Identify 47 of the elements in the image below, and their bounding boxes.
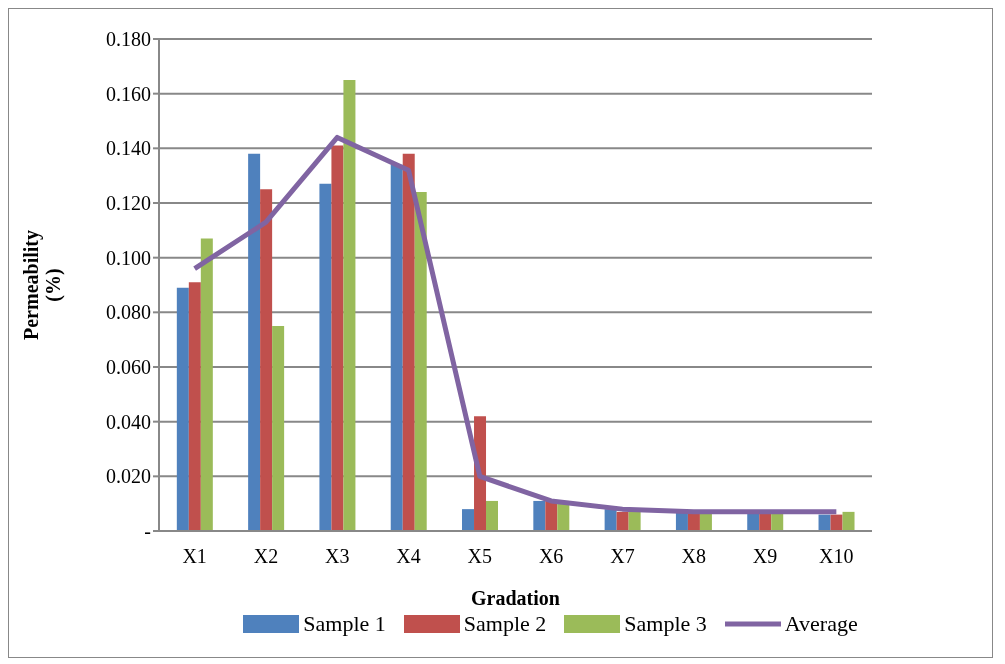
- y-tick-label: 0.120: [106, 192, 151, 215]
- bar: [628, 511, 641, 531]
- bar: [390, 164, 403, 531]
- bar: [272, 326, 285, 531]
- bar: [343, 80, 356, 531]
- legend-label: Average: [784, 611, 858, 637]
- y-tick-label: 0.100: [106, 246, 151, 269]
- bar: [616, 511, 629, 531]
- bar: [842, 511, 855, 531]
- x-tick-label: X10: [819, 545, 854, 568]
- bar: [818, 514, 831, 531]
- bar: [200, 238, 213, 531]
- legend-label: Sample 1: [303, 611, 386, 637]
- bar: [486, 500, 499, 531]
- bar: [176, 287, 189, 531]
- y-tick-label: -: [144, 520, 151, 543]
- bar: [462, 509, 475, 531]
- bar: [402, 153, 415, 531]
- bar: [414, 192, 427, 531]
- x-axis-title: Gradation: [471, 587, 560, 609]
- bar: [260, 189, 273, 531]
- x-tick-label: X9: [752, 545, 778, 568]
- legend-label: Sample 2: [463, 611, 547, 637]
- y-tick-label: 0.020: [106, 465, 151, 488]
- y-tick-label: 0.080: [106, 301, 151, 324]
- bar: [830, 514, 843, 531]
- bar: [188, 282, 201, 531]
- bar: [319, 183, 332, 531]
- x-tick-label: X6: [538, 545, 564, 568]
- x-tick-label: X5: [467, 545, 493, 568]
- y-tick-label: 0.040: [106, 410, 151, 433]
- x-tick-label: X7: [610, 545, 635, 568]
- bar: [604, 509, 617, 531]
- y-tick-label: 0.060: [106, 356, 151, 379]
- x-tick-label: X4: [396, 545, 421, 568]
- bar: [248, 153, 261, 531]
- bar: [331, 145, 344, 531]
- x-tick-label: X1: [182, 545, 207, 568]
- y-tick-label: 0.160: [106, 82, 151, 105]
- y-tick-label: 0.180: [106, 28, 151, 51]
- legend-label: Sample 3: [624, 611, 707, 637]
- y-tick-label: 0.140: [106, 137, 151, 160]
- x-tick-label: X8: [681, 545, 706, 568]
- x-tick-label: X2: [253, 545, 279, 568]
- x-tick-label: X3: [325, 545, 350, 568]
- bar: [533, 500, 546, 531]
- y-axis-title: Permeability (%): [20, 230, 65, 340]
